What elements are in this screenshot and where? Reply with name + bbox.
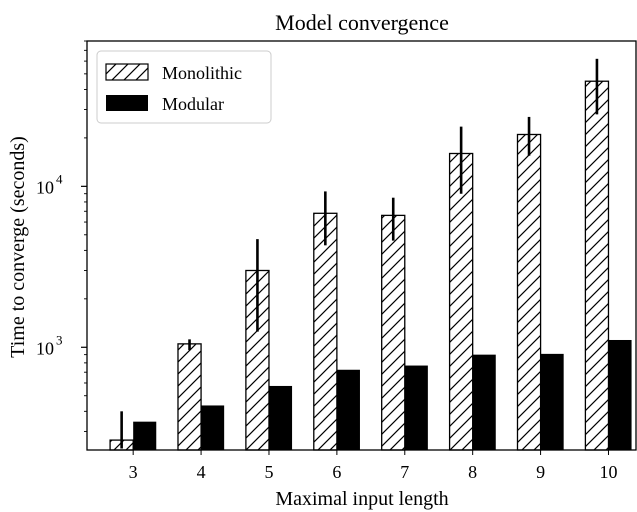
legend-swatch-monolithic <box>105 63 149 81</box>
x-tick-label-3: 3 <box>129 462 138 482</box>
bar-modular-6 <box>336 369 360 450</box>
x-tick-label-8: 8 <box>468 462 477 482</box>
y-tick-label-exp-3: 3 <box>56 332 63 347</box>
x-tick-label-5: 5 <box>264 462 273 482</box>
bars-layer <box>109 80 632 451</box>
bar-monolithic-7 <box>381 214 406 451</box>
x-tick-label-4: 4 <box>197 462 206 482</box>
bar-monolithic-10 <box>584 80 610 451</box>
bar-modular-5 <box>268 385 293 450</box>
y-axis-label: Time to converge (seconds) <box>7 136 29 358</box>
bar-modular-9 <box>540 353 564 450</box>
y-tick-label-base-3: 10 <box>36 338 54 358</box>
x-tick-label-10: 10 <box>599 462 617 482</box>
legend-swatch-modular <box>106 95 148 111</box>
y-tick-label-exp-4: 4 <box>56 171 63 186</box>
bar-monolithic-6 <box>313 212 338 451</box>
bar-modular-10 <box>608 339 632 450</box>
plot-frame <box>86 40 637 451</box>
bar-modular-3 <box>133 421 157 450</box>
bar-modular-4 <box>201 405 225 450</box>
bar-monolithic-8 <box>448 152 474 451</box>
bar-modular-8 <box>472 354 496 450</box>
error-bars-layer <box>120 58 599 449</box>
legend: Monolithic Modular <box>96 50 272 124</box>
legend-label-monolithic: Monolithic <box>162 63 242 83</box>
y-tick-label-base-4: 10 <box>36 177 54 197</box>
bar-monolithic-9 <box>516 133 542 451</box>
x-axis-label: Maximal input length <box>275 488 448 510</box>
x-tick-label-7: 7 <box>400 462 409 482</box>
bar-modular-7 <box>404 365 428 450</box>
chart-title: Model convergence <box>275 10 449 35</box>
x-tick-label-6: 6 <box>332 462 341 482</box>
x-tick-label-9: 9 <box>536 462 545 482</box>
legend-label-modular: Modular <box>162 94 224 114</box>
bar-monolithic-4 <box>177 343 202 451</box>
